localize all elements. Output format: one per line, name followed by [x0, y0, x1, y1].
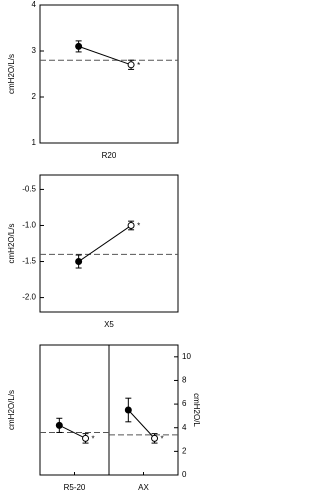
y-axis-label: cmH2O/L/s — [7, 54, 16, 94]
data-point — [75, 258, 83, 266]
data-point — [124, 406, 132, 414]
y-tick-label: -0.5 — [22, 185, 36, 194]
y-axis-label: cmH2O/L/s — [7, 390, 16, 430]
series-line — [59, 424, 86, 439]
series-line — [78, 45, 132, 66]
y-tick-label: -2.0 — [22, 293, 36, 302]
x-tick-label: R5-20 — [64, 483, 86, 492]
y-tick-label: -1.0 — [22, 221, 36, 230]
y-tick-label: 2 — [32, 92, 37, 101]
y-tick-label: 1 — [32, 138, 37, 147]
data-point — [127, 61, 135, 69]
y2-tick-label: 0 — [182, 470, 187, 479]
y-tick-label: 3 — [32, 46, 37, 55]
x-axis-label: X5 — [104, 320, 114, 329]
annotation: * — [137, 61, 140, 70]
y2-axis-label: cmH2O/L — [192, 393, 201, 427]
data-point — [151, 434, 159, 442]
annotation: * — [92, 434, 95, 443]
y2-tick-label: 6 — [182, 399, 187, 408]
data-point — [55, 421, 63, 429]
data-point — [75, 42, 83, 50]
y-axis-label: cmH2O/L/s — [7, 223, 16, 263]
series-line — [78, 225, 132, 262]
y-tick-label: 4 — [32, 0, 37, 9]
plot-frame — [39, 4, 179, 144]
data-point — [127, 221, 135, 229]
y2-tick-label: 10 — [182, 352, 191, 361]
annotation: * — [161, 434, 164, 443]
y2-tick-label: 2 — [182, 446, 187, 455]
x-tick-label: AX — [138, 483, 149, 492]
annotation: * — [137, 222, 140, 231]
plot-frame — [39, 174, 179, 313]
y2-tick-label: 8 — [182, 376, 187, 385]
y2-tick-label: 4 — [182, 423, 187, 432]
data-point — [82, 434, 90, 442]
x-axis-label: R20 — [102, 151, 117, 160]
series-line — [127, 409, 155, 439]
figure: 1 2 3 4 cmH2O/L/s R20 * -2.0 -1.5 -1.0 -0.5 cmH2O/L… — [7, 0, 201, 492]
y-tick-label: -1.5 — [22, 257, 36, 266]
